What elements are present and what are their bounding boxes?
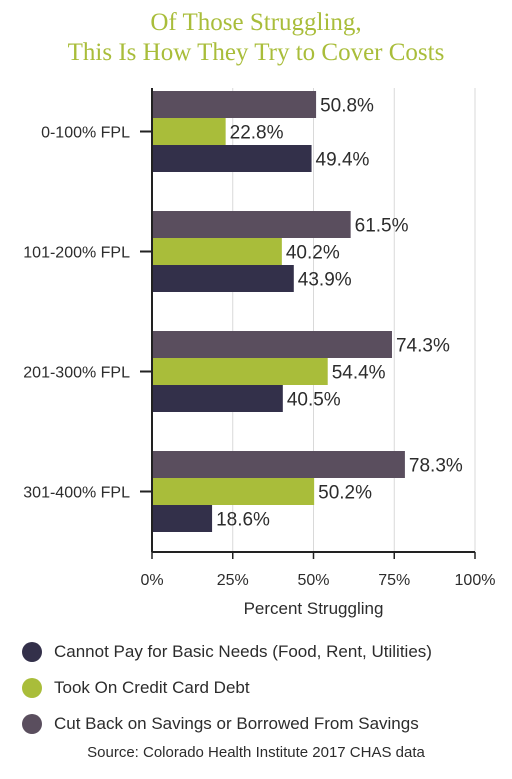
legend-item-savings: Cut Back on Savings or Borrowed From Sav…	[22, 706, 432, 742]
legend-item-basic-needs: Cannot Pay for Basic Needs (Food, Rent, …	[22, 634, 432, 670]
x-axis-title: Percent Struggling	[244, 599, 384, 618]
data-label-1-0: 61.5%	[355, 216, 409, 237]
bar-1-0	[152, 211, 351, 238]
data-label-1-1: 40.2%	[286, 243, 340, 264]
source-note: Source: Colorado Health Institute 2017 C…	[87, 744, 425, 761]
bar-1-1	[152, 238, 282, 265]
bar-2-1	[152, 358, 328, 385]
bar-2-2	[152, 385, 283, 412]
bar-0-0	[152, 91, 317, 118]
data-label-3-1: 50.2%	[318, 483, 372, 504]
x-tick-label-25: 25%	[217, 572, 249, 589]
data-label-0-0: 50.8%	[320, 96, 374, 117]
chart-title-line-2: This Is How They Try to Cover Costs	[67, 39, 445, 66]
bar-3-1	[152, 478, 315, 505]
legend-swatch-credit-card	[22, 678, 42, 698]
bar-0-2	[152, 145, 312, 172]
data-label-2-0: 74.3%	[396, 336, 450, 357]
data-label-1-2: 43.9%	[298, 270, 352, 291]
legend-label-basic-needs: Cannot Pay for Basic Needs (Food, Rent, …	[54, 642, 432, 661]
legend-label-credit-card: Took On Credit Card Debt	[54, 678, 250, 697]
x-tick-label-50: 50%	[297, 572, 329, 589]
bar-2-0	[152, 331, 392, 358]
data-label-0-1: 22.8%	[230, 123, 284, 144]
legend: Cannot Pay for Basic Needs (Food, Rent, …	[22, 634, 432, 742]
data-label-0-2: 49.4%	[316, 150, 370, 171]
x-tick-label-100: 100%	[455, 572, 496, 589]
bar-3-2	[152, 505, 213, 532]
category-label-0: 0-100% FPL	[41, 125, 130, 142]
bar-chart: 50.8% 22.8% 49.4% 0-100% FPL 61.5% 40.2% 43.9%…	[23, 88, 496, 618]
data-label-2-2: 40.5%	[287, 390, 341, 411]
x-tick-label-75: 75%	[378, 572, 410, 589]
category-label-1: 101-200% FPL	[23, 245, 130, 262]
legend-swatch-savings	[22, 714, 42, 734]
legend-swatch-basic-needs	[22, 642, 42, 662]
data-label-3-0: 78.3%	[409, 456, 463, 477]
category-label-3: 301-400% FPL	[23, 485, 130, 502]
legend-label-savings: Cut Back on Savings or Borrowed From Sav…	[54, 714, 419, 733]
data-label-2-1: 54.4%	[332, 363, 386, 384]
bar-1-2	[152, 265, 294, 292]
category-label-2: 201-300% FPL	[23, 365, 130, 382]
bar-3-0	[152, 451, 405, 478]
bar-0-1	[152, 118, 226, 145]
legend-item-credit-card: Took On Credit Card Debt	[22, 670, 432, 706]
chart-title-line-1: Of Those Struggling,	[150, 9, 362, 36]
data-label-3-2: 18.6%	[216, 510, 270, 531]
x-tick-label-0: 0%	[140, 572, 163, 589]
